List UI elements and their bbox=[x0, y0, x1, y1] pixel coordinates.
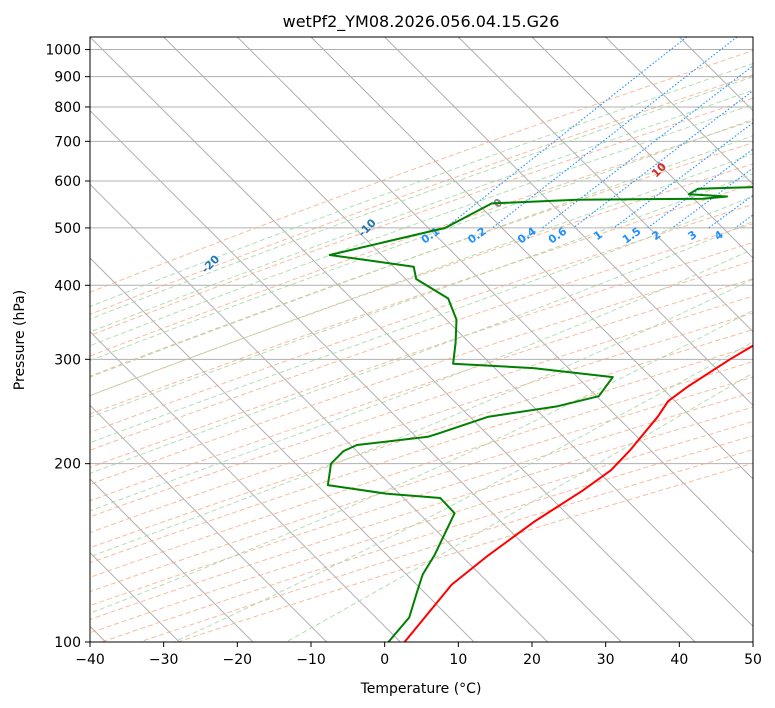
isotherm-line bbox=[163, 37, 753, 628]
y-tick-label: 800 bbox=[54, 100, 81, 116]
isotherm-line bbox=[310, 37, 753, 480]
x-tick-label: −20 bbox=[223, 652, 253, 668]
moist-adiabat-line bbox=[285, 372, 753, 642]
x-tick-label: 40 bbox=[670, 652, 688, 668]
x-tick-label: 20 bbox=[523, 652, 541, 668]
mixing-ratio-line bbox=[572, 90, 753, 229]
isotherm-line bbox=[90, 109, 622, 642]
isotherm-line bbox=[457, 37, 753, 333]
dry-adiabat-line bbox=[90, 223, 753, 451]
isotherm-line bbox=[90, 183, 549, 642]
dry-adiabat-line bbox=[90, 241, 753, 469]
y-tick-label: 700 bbox=[54, 134, 81, 150]
isotherm-line bbox=[90, 404, 328, 642]
sounding-profiles bbox=[326, 186, 753, 642]
x-tick-label: −30 bbox=[149, 652, 179, 668]
dry-adiabat-line bbox=[139, 449, 753, 642]
isotherm-line bbox=[605, 37, 753, 186]
mixing-ratio-line bbox=[445, 37, 688, 229]
y-tick-label: 100 bbox=[54, 635, 81, 651]
dry-adiabat-line bbox=[101, 435, 753, 642]
dry-adiabat-line bbox=[90, 278, 753, 502]
x-tick-label: 10 bbox=[449, 652, 467, 668]
y-tick-label: 200 bbox=[54, 457, 81, 473]
moist-adiabat-line bbox=[90, 89, 753, 333]
moist-adiabat-line bbox=[90, 195, 753, 444]
dewpoint-profile-line bbox=[326, 186, 753, 642]
dry-adiabat-line bbox=[90, 183, 753, 415]
dry-adiabat-line bbox=[90, 361, 753, 578]
x-tick-label: 30 bbox=[597, 652, 615, 668]
x-tick-label: 0 bbox=[380, 652, 389, 668]
y-tick-label: 400 bbox=[54, 278, 81, 294]
mixing-ratio-line bbox=[492, 37, 738, 229]
dry-adiabat-line bbox=[90, 376, 753, 593]
plot-frame bbox=[89, 36, 754, 643]
x-axis-ticks: −40 −30 −20 −10 0 10 20 30 40 50 bbox=[75, 642, 762, 668]
mixing-ratio-line bbox=[647, 148, 753, 229]
chart-title: wetPf2_YM08.2026.056.04.15.G26 bbox=[283, 12, 560, 32]
dry-adiabat-line bbox=[90, 329, 753, 549]
isotherm-line bbox=[531, 37, 753, 259]
y-tick-label: 300 bbox=[54, 352, 81, 368]
moist-adiabat-line bbox=[90, 173, 753, 418]
dry-adiabat-line bbox=[90, 312, 753, 533]
dry-adiabat-line bbox=[90, 345, 753, 564]
mixing-ratio-lines bbox=[445, 37, 753, 229]
y-axis-label: Pressure (hPa) bbox=[12, 290, 28, 390]
isotherm-line bbox=[90, 330, 401, 642]
x-axis-label: Temperature (°C) bbox=[360, 681, 482, 697]
isotherm-line bbox=[90, 37, 696, 642]
y-axis-ticks: 100 200 300 400 500 600 700 800 900 1000 bbox=[45, 43, 90, 651]
y-tick-label: 900 bbox=[54, 70, 81, 86]
moist-adiabat-line bbox=[90, 153, 753, 397]
isobar-grid bbox=[90, 49, 753, 642]
mixing-ratio-line bbox=[708, 194, 753, 229]
temperature-profile-line bbox=[403, 344, 753, 642]
y-tick-label: 1000 bbox=[45, 43, 81, 59]
mixing-ratio-label: 6 bbox=[751, 228, 765, 243]
plot-area: 0.10.20.40.611.52346810131620253036 -100… bbox=[90, 37, 765, 642]
isotherm-line bbox=[90, 257, 475, 642]
moist-adiabat-line bbox=[173, 341, 753, 642]
y-tick-label: 500 bbox=[54, 221, 81, 237]
isotherm-line bbox=[384, 37, 753, 407]
moist-adiabat-line bbox=[90, 63, 753, 308]
dry-adiabat-line bbox=[177, 462, 753, 642]
dry-adiabat-line bbox=[90, 203, 753, 434]
y-tick-label: 600 bbox=[54, 174, 81, 190]
isotherm-grid bbox=[90, 37, 753, 642]
isotherm-line bbox=[236, 37, 753, 554]
x-tick-label: 50 bbox=[744, 652, 762, 668]
x-tick-label: −10 bbox=[296, 652, 326, 668]
x-tick-label: −40 bbox=[75, 652, 105, 668]
dry-adiabat-line bbox=[90, 142, 753, 377]
moist-adiabat-line bbox=[90, 76, 753, 320]
moist-adiabat-line bbox=[90, 248, 753, 512]
